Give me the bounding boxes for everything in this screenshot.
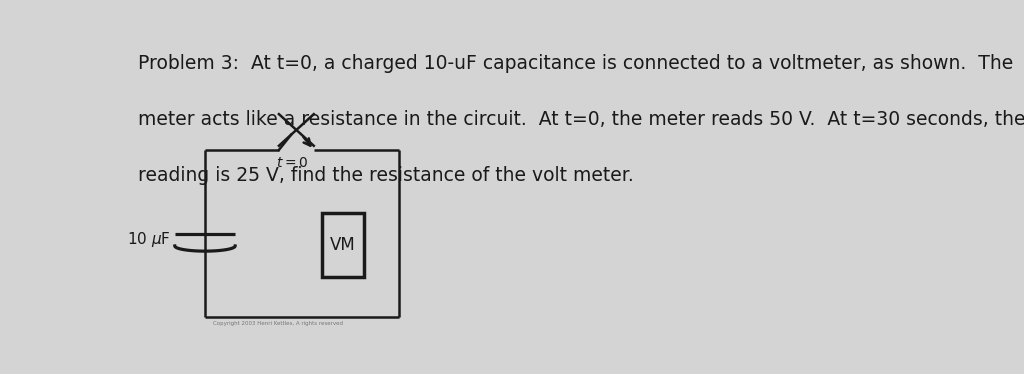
Text: meter acts like a resistance in the circuit.  At t=0, the meter reads 50 V.  At : meter acts like a resistance in the circ…	[137, 110, 1024, 129]
Text: 10 $\mu$F: 10 $\mu$F	[127, 230, 171, 249]
Text: Problem 3:  At t=0, a charged 10-uF capacitance is connected to a voltmeter, as : Problem 3: At t=0, a charged 10-uF capac…	[137, 53, 1013, 73]
Text: Copyright 2003 Henri Kettles, A rights reserved: Copyright 2003 Henri Kettles, A rights r…	[213, 321, 343, 327]
Bar	[322, 214, 365, 277]
Text: reading is 25 V, find the resistance of the volt meter.: reading is 25 V, find the resistance of …	[137, 166, 633, 185]
Text: VM: VM	[330, 236, 356, 254]
Text: $t = 0$: $t = 0$	[276, 156, 308, 170]
